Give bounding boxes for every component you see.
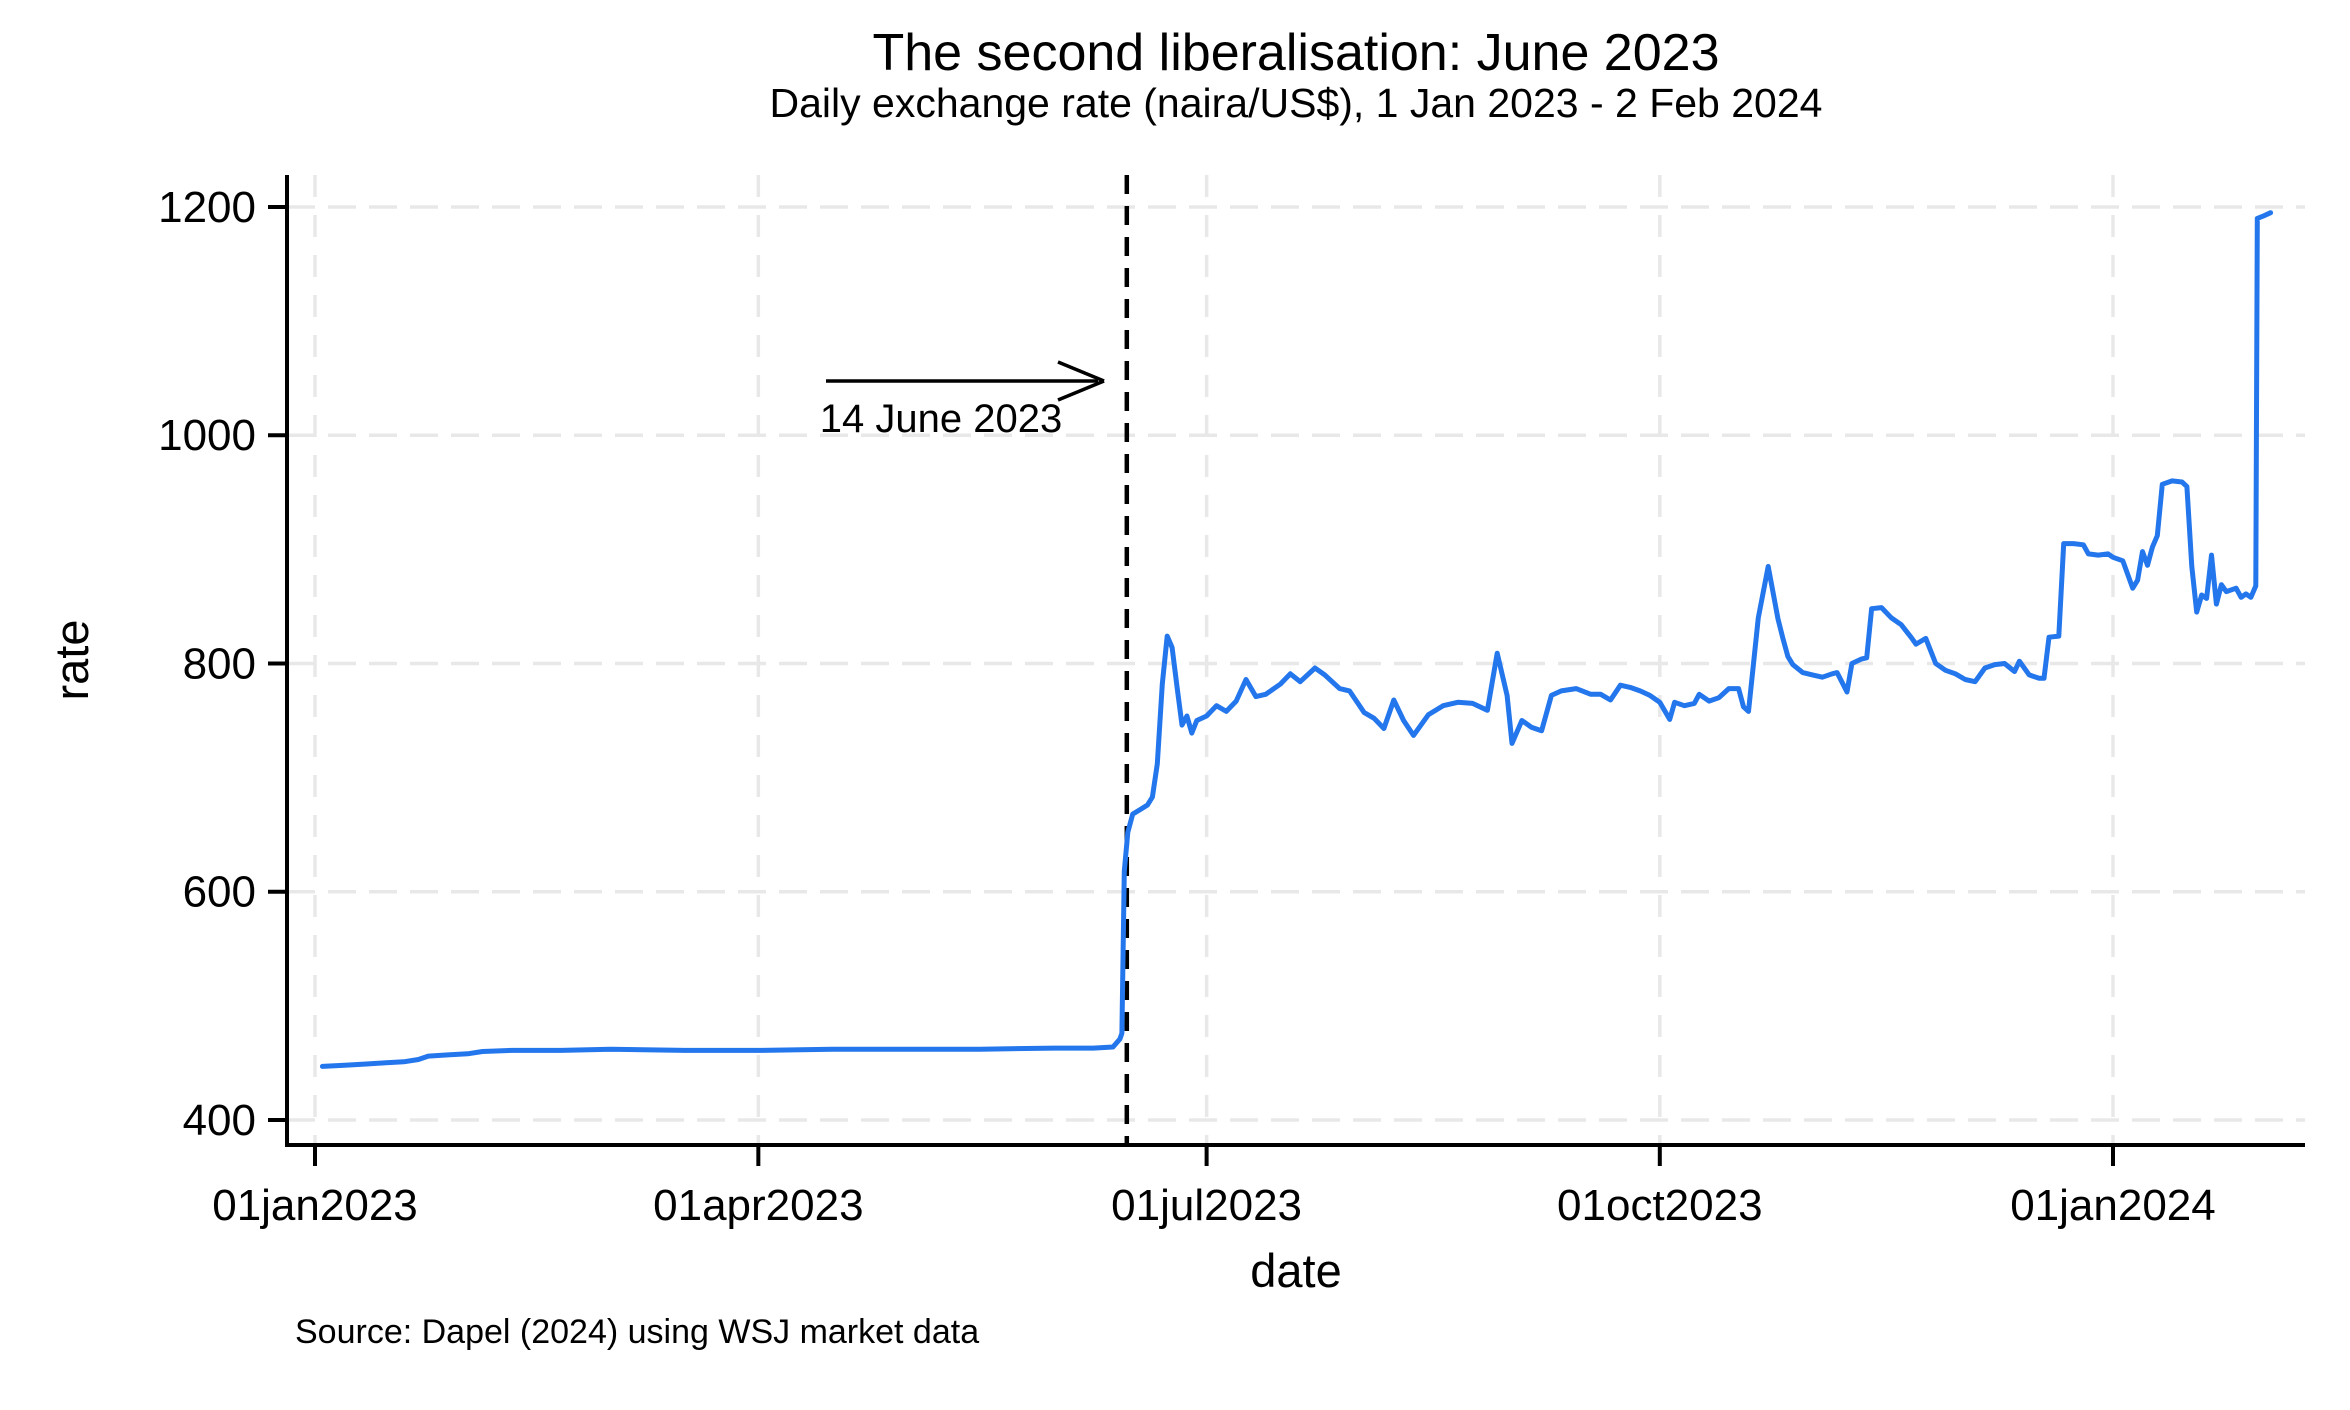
annotation-arrow bbox=[826, 360, 1105, 402]
y-tick-label: 800 bbox=[183, 639, 256, 688]
y-tick-label: 1200 bbox=[158, 183, 256, 232]
arrow-head-lower bbox=[1057, 379, 1105, 402]
x-tick-label: 01jan2023 bbox=[212, 1181, 418, 1230]
source-note: Source: Dapel (2024) using WSJ market da… bbox=[295, 1313, 979, 1351]
x-tick-labels: 01jan2023 01apr2023 01jul2023 01oct2023 01ja… bbox=[212, 1181, 2216, 1230]
x-tick-label: 01apr2023 bbox=[653, 1181, 863, 1230]
chart-subtitle: Daily exchange rate (naira/US$), 1 Jan 2… bbox=[770, 80, 1823, 126]
y-tick-labels: 400 600 800 1000 1200 bbox=[158, 183, 256, 1145]
x-tick-label: 01jan2024 bbox=[2010, 1181, 2216, 1230]
series-line bbox=[319, 210, 2274, 1069]
y-tick-marks bbox=[268, 204, 287, 1122]
gridlines bbox=[287, 175, 2305, 1145]
x-tick-marks bbox=[313, 1145, 2115, 1166]
x-tick-label: 01oct2023 bbox=[1557, 1181, 1763, 1230]
y-tick-label: 400 bbox=[183, 1096, 256, 1145]
annotation-label: 14 June 2023 bbox=[820, 397, 1062, 441]
chart-title: The second liberalisation: June 2023 bbox=[872, 24, 1719, 82]
x-tick-label: 01jul2023 bbox=[1111, 1181, 1302, 1230]
x-axis-title: date bbox=[1250, 1244, 1341, 1297]
axes bbox=[285, 175, 2305, 1147]
y-axis-title: rate bbox=[45, 620, 98, 701]
y-tick-label: 1000 bbox=[158, 411, 256, 460]
y-tick-label: 600 bbox=[183, 868, 256, 917]
arrow-head-upper bbox=[1057, 360, 1105, 383]
